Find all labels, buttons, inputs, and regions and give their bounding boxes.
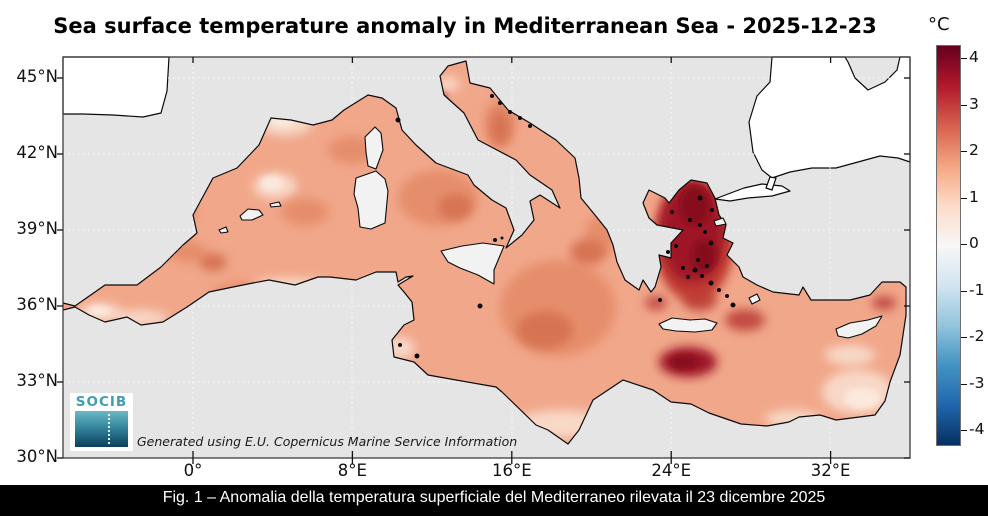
lat-tick-label: 33°N [16,371,58,390]
socib-logo-mooring-line [108,414,110,444]
colorbar-tick-label: -4 [969,420,985,438]
island-rhodes [748,293,761,305]
colorbar-tick-label: -1 [969,280,985,299]
colorbar-tick-mark [961,244,967,245]
caption-text: Fig. 1 – Anomalia della temperatura supe… [162,489,826,506]
colorbar-tick-label: 3 [969,94,979,113]
colorbar-tick-label: 0 [969,234,979,252]
island-crete [658,317,718,333]
lat-tick-label: 30°N [16,447,58,466]
lon-tick-label: 16°E [491,461,532,480]
lon-tick-label: 8°E [337,461,367,480]
colorbar-tick-label: 2 [969,141,979,159]
figure-title: Sea surface temperature anomaly in Medit… [53,14,877,38]
colorbar-tick-mark [961,337,967,338]
atlantic-no-data [62,56,170,118]
socib-logo-ocean-graphic [75,411,128,447]
socib-logo-text: SOCIB [75,394,128,410]
caption-bar: Fig. 1 – Anomalia della temperatura supe… [0,485,988,516]
plot-frame [62,56,911,459]
lat-tick-label: 45°N [16,67,58,86]
axis-tick-marks [57,57,910,464]
island-sicily [440,242,505,285]
colorbar-tick-mark [961,104,967,106]
colorbar-tick-mark [961,290,967,292]
colorbar-tick-mark [961,58,967,59]
colorbar-tick-mark [961,383,967,385]
lat-tick-label: 36°N [16,295,58,314]
island-cyprus [835,315,883,339]
island-sardinia [353,170,389,230]
lon-tick-label: 24°E [651,461,692,480]
lon-tick-label: 0° [183,461,203,480]
lat-tick-label: 39°N [16,219,58,238]
island-lesbos [713,217,727,227]
colorbar-tick-label: 4 [969,48,979,66]
lon-tick-label: 32°E [810,461,851,480]
copernicus-attribution: Generated using E.U. Copernicus Marine S… [137,434,518,449]
bosphorus-channel [765,176,777,191]
small-island-specks [395,94,736,359]
socib-logo: SOCIB [70,393,133,451]
colorbar-tick-label: 1 [969,187,979,206]
island-corsica [364,126,384,170]
island-mallorca [239,208,264,221]
colorbar-unit-label: °C [928,14,950,35]
colorbar [936,45,961,446]
colorbar-tick-mark [961,197,967,199]
colorbar-tick-label: -3 [969,373,985,392]
colorbar-tick-mark [961,151,967,152]
islands [218,126,883,339]
island-ibiza [218,226,229,234]
colorbar-tick-label: -2 [969,327,985,345]
mediterranean-coastline [62,60,907,445]
colorbar-tick-mark [961,430,967,431]
island-menorca [269,201,282,208]
lat-tick-label: 42°N [16,143,58,162]
